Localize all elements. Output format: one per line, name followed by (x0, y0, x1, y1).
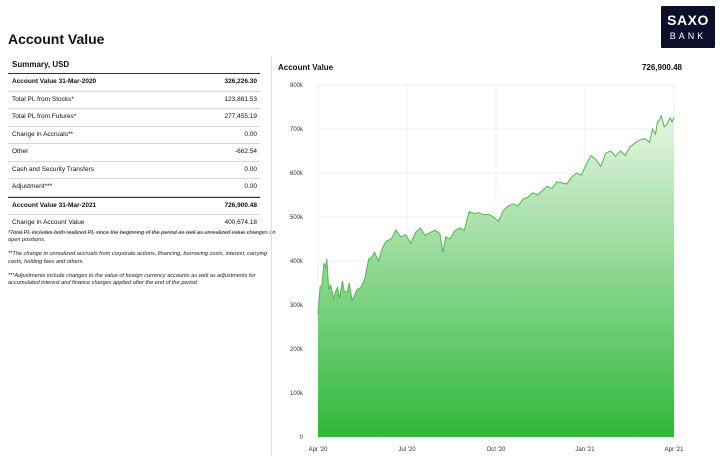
row-value: 400,674.18 (224, 219, 257, 226)
y-tick-label: 700k (290, 127, 304, 133)
footnote-adjustments: ***Adjustments include changes to the va… (8, 272, 256, 287)
panel-divider (271, 56, 272, 456)
row-label: Adjustment*** (12, 183, 53, 190)
x-tick-label: Apr '20 (309, 447, 328, 453)
footnotes: *Total PL includes both realized PL sinc… (8, 230, 276, 294)
x-tick-label: Oct '20 (487, 447, 506, 453)
row-value: 0.00 (244, 183, 257, 190)
row-label: Total PL from Stocks* (12, 95, 74, 103)
summary-row-adjustment: Adjustment*** 0.00 (8, 179, 260, 197)
row-label: Account Value 31-Mar-2021 (12, 201, 97, 209)
row-value: 726,900.48 (224, 201, 257, 209)
chart-current-value: 726,900.48 (641, 63, 682, 72)
y-axis: 0 100k 200k 300k 400k 500k 600k 700k 800k (290, 83, 304, 441)
row-value: 123,881.53 (224, 95, 257, 103)
summary-row-closing-value: Account Value 31-Mar-2021 726,900.48 (8, 196, 260, 215)
y-tick-label: 600k (290, 171, 304, 177)
summary-table: Summary, USD Account Value 31-Mar-2020 3… (8, 56, 260, 233)
summary-row-change: Change in Account Value 400,674.18 (8, 215, 260, 233)
account-value-line (317, 114, 675, 314)
row-value: 0.00 (244, 130, 257, 138)
row-label: Other (12, 148, 29, 155)
chart-title: Account Value (278, 63, 334, 72)
row-label: Account Value 31-Mar-2020 (12, 78, 97, 85)
summary-row-transfers: Cash and Security Transfers 0.00 (8, 162, 260, 179)
summary-row-opening-value: Account Value 31-Mar-2020 326,226.30 (8, 74, 260, 92)
footnote-accruals: **The change in unrealized accruals from… (8, 251, 267, 265)
y-tick-label: 500k (290, 215, 304, 221)
account-value-area (318, 115, 674, 438)
footnote-total-pl: *Total PL includes both realized PL sinc… (8, 230, 276, 244)
y-tick-label: 300k (290, 303, 304, 309)
logo-line-1: SAXO (667, 11, 709, 28)
row-value: 0.00 (244, 165, 257, 173)
summary-row-pl-futures: Total PL from Futures* 277,455.19 (8, 109, 260, 127)
row-value: 326,226.30 (224, 78, 257, 85)
summary-row-pl-stocks: Total PL from Stocks* 123,881.53 (8, 92, 260, 109)
x-axis: Apr '20 Jul '20 Oct '20 Jan '21 Apr '21 (309, 447, 684, 453)
x-tick-label: Jul '20 (398, 447, 416, 453)
row-label: Cash and Security Transfers (12, 165, 95, 173)
summary-row-accruals: Change in Accruals** 0.00 (8, 127, 260, 144)
row-value: 277,455.19 (224, 113, 257, 120)
summary-row-other: Other -662.54 (8, 144, 260, 162)
row-label: Total PL from Futures* (12, 113, 77, 120)
logo-line-2: BANK (669, 30, 707, 41)
y-tick-label: 800k (290, 83, 304, 89)
x-tick-label: Apr '21 (665, 447, 684, 453)
summary-header: Summary, USD (8, 56, 260, 74)
row-label: Change in Account Value (12, 219, 85, 226)
x-tick-label: Jan '21 (575, 447, 595, 453)
y-tick-label: 100k (290, 391, 304, 397)
page-title: Account Value (8, 31, 105, 47)
y-tick-label: 200k (290, 347, 304, 353)
saxo-bank-logo: SAXO BANK (661, 6, 715, 48)
y-tick-label: 0 (300, 435, 304, 441)
row-label: Change in Accruals** (12, 130, 74, 138)
y-tick-label: 400k (290, 259, 304, 265)
account-value-chart: 0 100k 200k 300k 400k 500k 600k 700k 800k Apr '2… (290, 83, 684, 453)
row-value: -662.54 (234, 148, 257, 155)
